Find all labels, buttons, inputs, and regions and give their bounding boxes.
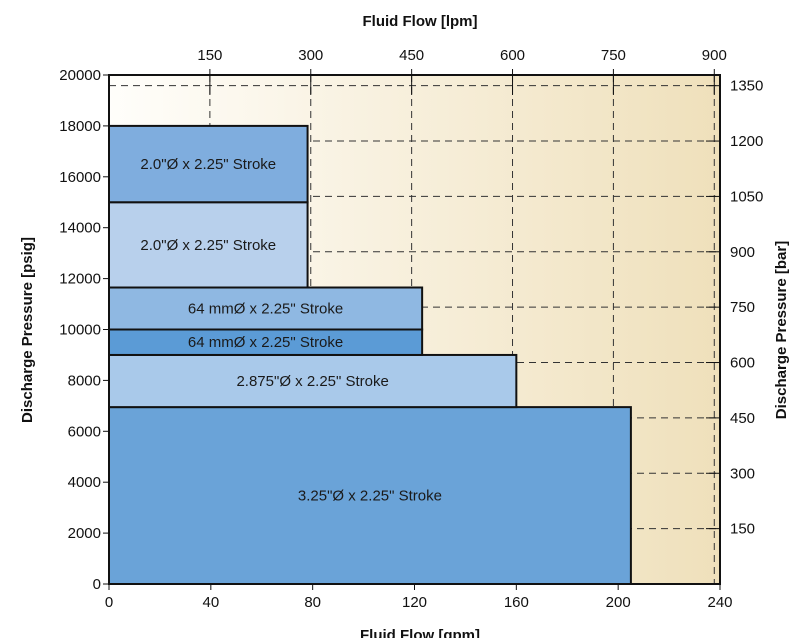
tick-label-psig-20000: 20000 (59, 67, 101, 84)
bar-label-4: 2.0"Ø x 2.25" Stroke (140, 237, 276, 254)
bar-5 (108, 124, 309, 204)
tick-label-psig-4000: 4000 (68, 474, 101, 491)
tick-label-bar-1200: 1200 (730, 133, 763, 150)
tick-label-lpm-600: 600 (500, 47, 525, 64)
tick-label-psig-8000: 8000 (68, 372, 101, 389)
tick-label-gpm-120: 120 (402, 594, 427, 611)
tick-label-psig-16000: 16000 (59, 169, 101, 186)
tick-label-bar-1350: 1350 (730, 78, 763, 95)
tick-label-psig-0: 0 (93, 576, 101, 593)
tick-label-psig-6000: 6000 (68, 423, 101, 440)
tick-label-bar-600: 600 (730, 355, 755, 372)
bar-label-3: 64 mmØ x 2.25" Stroke (188, 301, 343, 318)
tick-label-bar-1050: 1050 (730, 188, 763, 205)
tick-label-gpm-40: 40 (202, 594, 219, 611)
tick-label-psig-2000: 2000 (68, 525, 101, 542)
bar-label-2: 64 mmØ x 2.25" Stroke (188, 334, 343, 351)
bar-label-1: 2.875"Ø x 2.25" Stroke (236, 373, 388, 390)
tick-label-gpm-200: 200 (606, 594, 631, 611)
tick-label-bar-900: 900 (730, 244, 755, 261)
bar-1 (108, 353, 518, 409)
tick-label-bar-150: 150 (730, 521, 755, 538)
tick-label-lpm-750: 750 (601, 47, 626, 64)
right-axis-title: Discharge Pressure [bar] (773, 241, 790, 419)
tick-label-lpm-150: 150 (197, 47, 222, 64)
bar-label-0: 3.25"Ø x 2.25" Stroke (298, 488, 442, 505)
bar-3 (108, 286, 424, 331)
tick-label-bar-750: 750 (730, 299, 755, 316)
tick-label-psig-14000: 14000 (59, 220, 101, 237)
tick-label-gpm-160: 160 (504, 594, 529, 611)
tick-label-lpm-900: 900 (702, 47, 727, 64)
ticks: 0 40 80 120 160 200 240 150 300 450 600 750 900 0 2000… (59, 47, 763, 611)
left-axis-title: Discharge Pressure [psig] (19, 237, 36, 423)
bar-2 (108, 328, 424, 356)
tick-label-gpm-0: 0 (105, 594, 113, 611)
tick-label-gpm-80: 80 (304, 594, 321, 611)
tick-label-lpm-450: 450 (399, 47, 424, 64)
tick-label-gpm-240: 240 (707, 594, 732, 611)
tick-label-bar-450: 450 (730, 410, 755, 427)
tick-label-psig-18000: 18000 (59, 118, 101, 135)
tick-label-lpm-300: 300 (298, 47, 323, 64)
tick-label-psig-10000: 10000 (59, 322, 101, 339)
top-axis-title: Fluid Flow [lpm] (363, 13, 478, 30)
bar-label-5: 2.0"Ø x 2.25" Stroke (140, 156, 276, 173)
bars: 3.25"Ø x 2.25" Stroke 2.875"Ø x 2.25" Str… (108, 124, 632, 585)
tick-label-bar-300: 300 (730, 465, 755, 482)
tick-label-psig-12000: 12000 (59, 271, 101, 288)
bottom-axis-title: Fluid Flow [gpm] (360, 627, 480, 638)
